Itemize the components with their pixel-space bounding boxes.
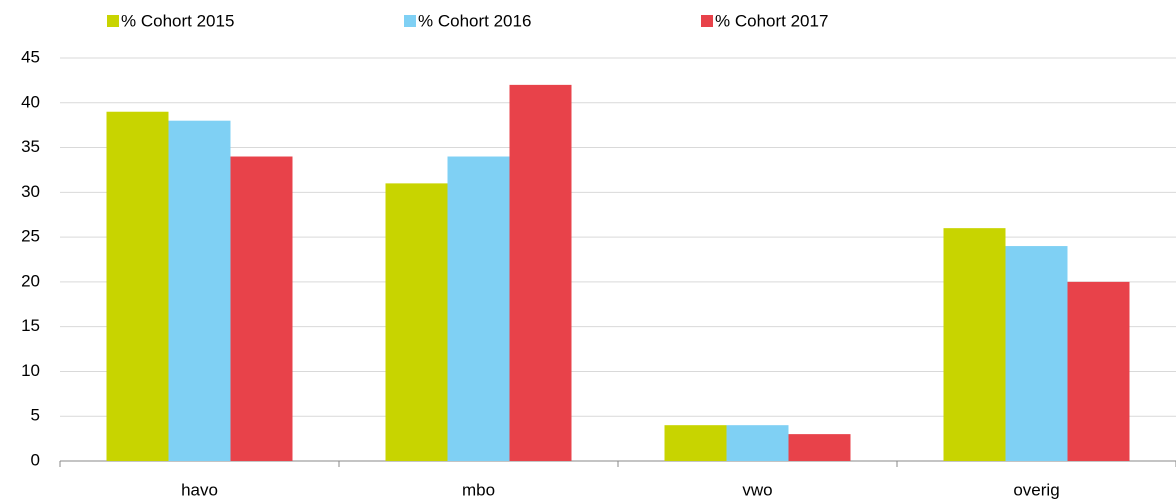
x-tick-label: overig <box>1013 480 1059 499</box>
y-tick-label: 30 <box>21 182 40 201</box>
bar <box>385 183 448 461</box>
bar <box>1005 246 1068 461</box>
bar <box>726 425 789 461</box>
bar <box>788 434 851 461</box>
legend-label: % Cohort 2016 <box>418 11 531 30</box>
y-tick-label: 5 <box>31 406 40 425</box>
y-tick-label: 15 <box>21 316 40 335</box>
bar <box>168 120 231 461</box>
x-tick-label: havo <box>181 480 218 499</box>
legend-label: % Cohort 2015 <box>121 11 234 30</box>
y-tick-label: 45 <box>21 47 40 66</box>
x-tick-label: vwo <box>742 480 772 499</box>
bar <box>664 425 727 461</box>
y-tick-label: 40 <box>21 92 40 111</box>
y-tick-label: 0 <box>31 450 40 469</box>
bar <box>230 156 293 461</box>
legend-swatch <box>701 15 713 27</box>
legend-swatch <box>404 15 416 27</box>
bar <box>106 111 169 461</box>
bar <box>943 228 1006 461</box>
y-tick-label: 20 <box>21 271 40 290</box>
y-tick-label: 35 <box>21 137 40 156</box>
bar <box>509 84 572 461</box>
x-tick-label: mbo <box>462 480 495 499</box>
legend-swatch <box>107 15 119 27</box>
y-tick-label: 10 <box>21 361 40 380</box>
bar <box>1067 281 1130 461</box>
bar <box>447 156 510 461</box>
legend-label: % Cohort 2017 <box>715 11 828 30</box>
y-tick-label: 25 <box>21 227 40 246</box>
